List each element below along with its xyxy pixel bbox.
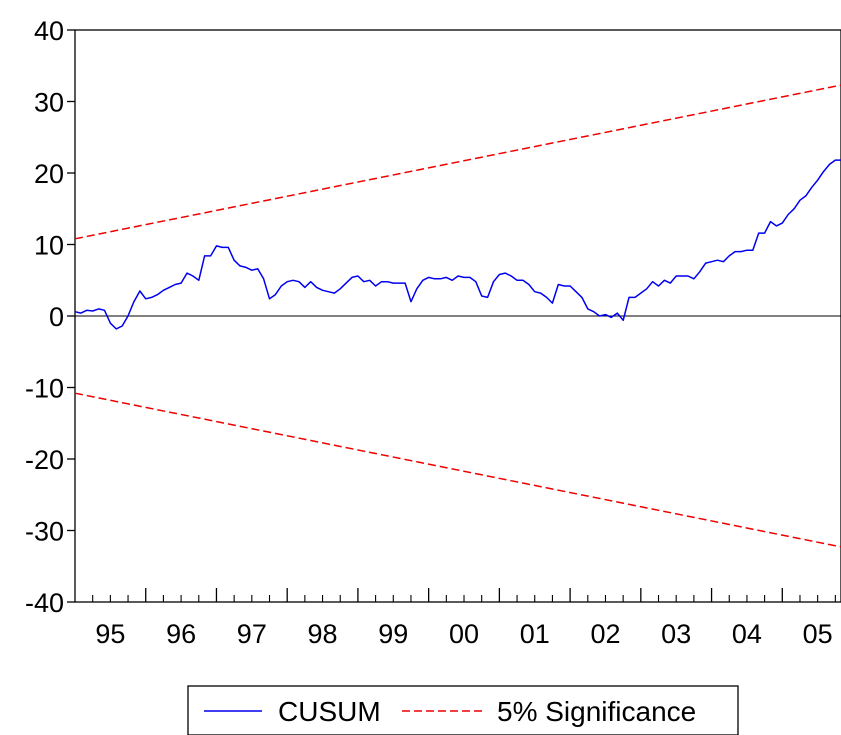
y-tick-label: 10 [34, 231, 64, 261]
x-tick-label: 98 [308, 619, 338, 649]
x-tick-label: 01 [520, 619, 550, 649]
y-tick-label: 30 [34, 88, 64, 118]
y-tick-label: 0 [49, 302, 64, 332]
lower-significance-line [74, 392, 841, 548]
x-tick-label: 04 [732, 619, 762, 649]
x-tick-label: 97 [237, 619, 267, 649]
cusum-line [74, 159, 841, 330]
x-tick-label: 02 [590, 619, 620, 649]
x-tick-label: 96 [166, 619, 196, 649]
x-tick-label: 03 [661, 619, 691, 649]
y-axis: 40 30 20 10 0 -10 -20 -30 -40 [25, 16, 75, 618]
legend-box [187, 685, 739, 735]
y-tick-label: 20 [34, 159, 64, 189]
x-tick-label: 00 [449, 619, 479, 649]
x-tick-label: 05 [803, 619, 833, 649]
upper-significance-line [74, 84, 841, 240]
y-tick-label: -10 [25, 374, 64, 404]
legend-cusum-label: CUSUM [278, 696, 381, 727]
legend: CUSUM 5% Significance [187, 685, 739, 735]
y-tick-label: 40 [34, 16, 64, 46]
legend-significance-label: 5% Significance [497, 696, 696, 727]
x-tick-label: 99 [378, 619, 408, 649]
y-tick-label: -30 [25, 517, 64, 547]
y-tick-label: -40 [25, 588, 64, 618]
x-axis: 95 96 97 98 99 00 01 02 03 04 05 [92, 588, 836, 649]
series-layer [74, 84, 841, 548]
x-tick-label: 95 [95, 619, 125, 649]
y-tick-label: -20 [25, 445, 64, 475]
